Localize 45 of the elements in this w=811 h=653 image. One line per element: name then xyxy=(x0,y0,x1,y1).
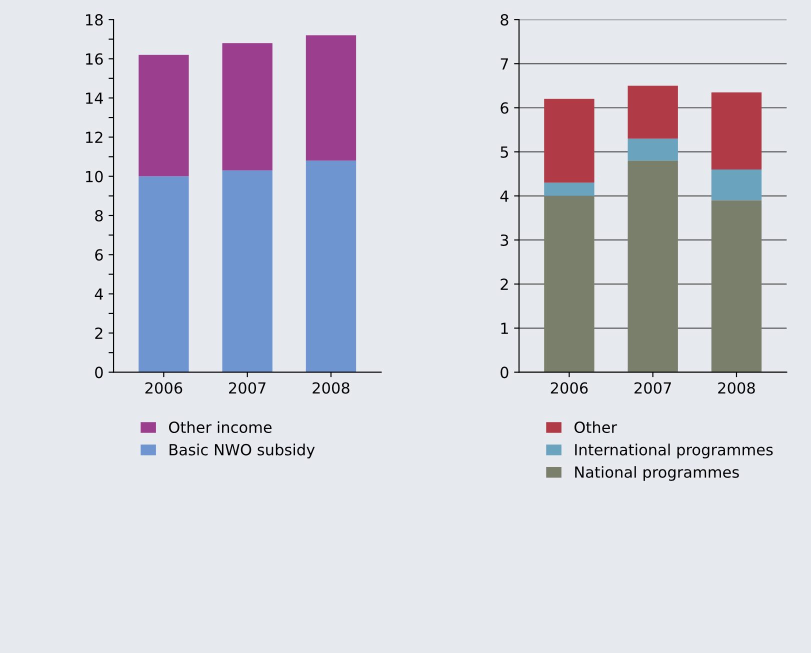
y-tick-label: 0 xyxy=(95,366,103,378)
legend-label: National programmes xyxy=(575,466,739,481)
x-tick-label: 2007 xyxy=(229,382,266,394)
y-tick-label: 1 xyxy=(501,322,508,334)
bar xyxy=(544,98,594,183)
y-tick-label: 3 xyxy=(500,234,508,246)
y-tick-label: 14 xyxy=(86,92,103,104)
bar xyxy=(138,54,189,176)
y-tick-label: 12 xyxy=(86,132,102,143)
y-tick-label: 5 xyxy=(500,146,508,158)
y-tick-label: 16 xyxy=(86,53,103,65)
x-tick-label: 2008 xyxy=(718,382,755,394)
y-tick-label: 6 xyxy=(500,102,508,114)
bar xyxy=(628,138,678,161)
x-tick-label: 2007 xyxy=(634,382,671,394)
y-tick-label: 6 xyxy=(95,249,103,261)
legend-label: Basic NWO subsidy xyxy=(170,444,315,458)
y-tick-label: 4 xyxy=(500,190,508,202)
y-tick-label: 4 xyxy=(94,288,103,300)
bar xyxy=(711,169,762,200)
bar xyxy=(544,196,594,372)
y-tick-label: 18 xyxy=(86,14,103,26)
legend-label: Other income xyxy=(169,421,272,434)
bar xyxy=(628,160,678,372)
y-tick-label: 0 xyxy=(500,366,508,378)
legend-label: International programmes xyxy=(575,444,773,458)
y-tick-label: 8 xyxy=(500,14,508,26)
bar xyxy=(544,182,594,196)
y-tick-label: 8 xyxy=(95,210,103,222)
bar xyxy=(222,170,272,372)
bar xyxy=(138,176,189,372)
y-tick-label: 2 xyxy=(500,278,508,290)
y-tick-label: 7 xyxy=(500,58,508,70)
x-tick-label: 2006 xyxy=(145,382,182,394)
bar xyxy=(222,43,272,170)
x-tick-label: 2006 xyxy=(550,382,588,394)
y-tick-label: 2 xyxy=(95,327,102,339)
bar xyxy=(711,92,762,170)
bar xyxy=(711,200,762,372)
bar xyxy=(306,160,356,372)
x-tick-label: 2008 xyxy=(312,382,350,394)
y-tick-label: 10 xyxy=(86,170,103,182)
bar xyxy=(306,35,356,161)
bar xyxy=(628,86,678,139)
legend-label: Other xyxy=(574,421,618,434)
